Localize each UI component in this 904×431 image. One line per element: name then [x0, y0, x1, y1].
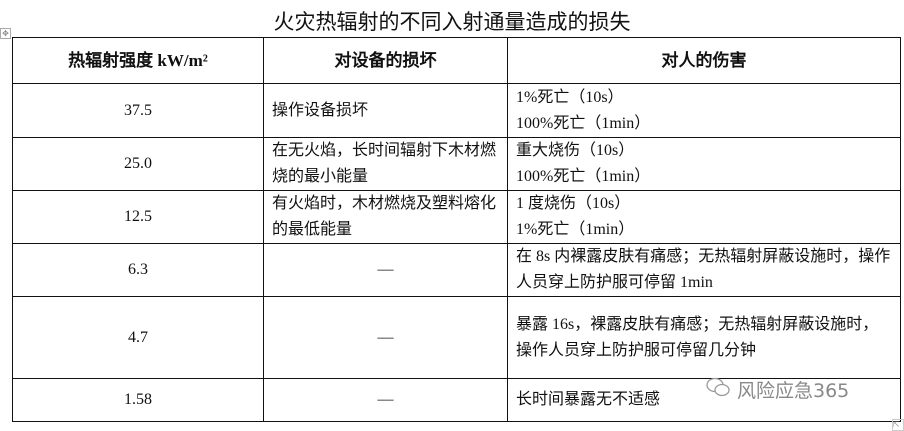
human-effect-line: 100%死亡（1min） — [516, 168, 651, 185]
table-row: 37.5 操作设备损坏 1%死亡（10s） 100%死亡（1min） — [12, 83, 901, 138]
resize-handle-icon[interactable]: ⇱ — [892, 419, 904, 431]
cell-equipment: — — [263, 378, 508, 422]
cell-intensity: 37.5 — [12, 83, 264, 138]
cell-equipment: 有火焰时，木材燃烧及塑料熔化的最低能量 — [263, 190, 508, 244]
document-title: 火灾热辐射的不同入射通量造成的损失 — [273, 10, 631, 34]
header-human: 对人的伤害 — [507, 37, 901, 84]
table-row: 4.7— 暴露 16s，裸露皮肤有痛感；无热辐射屏蔽设施时，操作人员穿上防护服可停… — [12, 296, 901, 379]
human-effect-line: 1%死亡（1min） — [516, 221, 635, 238]
watermark-text: 风险应急365 — [737, 380, 850, 402]
cell-intensity: 4.7 — [12, 296, 264, 379]
cell-human: 暴露 16s，裸露皮肤有痛感；无热辐射屏蔽设施时，操作人员穿上防护服可停留几分钟 — [507, 296, 901, 379]
cell-intensity: 12.5 — [12, 190, 264, 244]
cell-intensity: 25.0 — [12, 137, 264, 191]
table-row: 6.3— 在 8s 内裸露皮肤有痛感；无热辐射屏蔽设施时，操作人员穿上防护服可停留… — [12, 243, 901, 297]
table-row: 1.58— 长时间暴露无不适感 — [12, 378, 901, 422]
cell-intensity: 6.3 — [12, 243, 264, 297]
header-equipment: 对设备的损坏 — [263, 37, 508, 84]
cell-equipment: 在无火焰，长时间辐射下木材燃烧的最小能量 — [263, 137, 508, 191]
table-move-handle-icon[interactable]: ✥ — [0, 28, 11, 39]
human-effect-line: 重大烧伤（10s） — [516, 142, 635, 159]
header-intensity: 热辐射强度 kW/m² — [12, 37, 264, 84]
human-effect-line: 1%死亡（10s） — [516, 88, 624, 106]
human-effect-line: 100%死亡（1min） — [516, 114, 651, 132]
human-effect-line: 在 8s 内裸露皮肤有痛感；无热辐射屏蔽设施时，操作人员穿上防护服可停留 1mi… — [516, 248, 891, 291]
cell-intensity: 1.58 — [12, 378, 264, 422]
cell-equipment: 操作设备损坏 — [263, 83, 508, 138]
cell-human: 在 8s 内裸露皮肤有痛感；无热辐射屏蔽设施时，操作人员穿上防护服可停留 1mi… — [507, 243, 901, 297]
table-header-row: 热辐射强度 kW/m² 对设备的损坏 对人的伤害 — [12, 37, 901, 84]
table-row: 12.5 有火焰时，木材燃烧及塑料熔化的最低能量 1 度烧伤（10s） 1%死亡（1m… — [12, 190, 901, 244]
cell-equipment: — — [263, 296, 508, 379]
cell-human: 重大烧伤（10s） 100%死亡（1min） — [507, 137, 901, 191]
wechat-icon — [705, 376, 731, 403]
table-row: 25.0 在无火焰，长时间辐射下木材燃烧的最小能量 重大烧伤（10s） 100%死亡（… — [12, 137, 901, 191]
human-effect-line: 长时间暴露无不适感 — [516, 391, 661, 408]
watermark: 风险应急365 — [705, 376, 849, 403]
cell-human: 1%死亡（10s） 100%死亡（1min） — [507, 83, 901, 138]
human-effect-line: 1 度烧伤（10s） — [516, 195, 631, 212]
radiation-damage-table: 热辐射强度 kW/m² 对设备的损坏 对人的伤害 37.5 操作设备损坏 1%死亡（… — [12, 37, 901, 422]
human-effect-line: 暴露 16s，裸露皮肤有痛感；无热辐射屏蔽设施时，操作人员穿上防护服可停留几分钟 — [516, 315, 879, 359]
cell-equipment: — — [263, 243, 508, 297]
cell-human: 1 度烧伤（10s） 1%死亡（1min） — [507, 190, 901, 244]
cell-human: 长时间暴露无不适感 — [507, 378, 901, 422]
